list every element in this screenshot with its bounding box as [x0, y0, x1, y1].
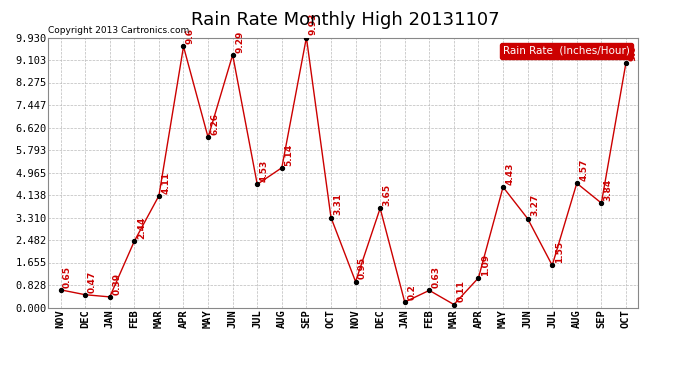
Text: 1.09: 1.09	[481, 254, 490, 276]
Text: 3.31: 3.31	[333, 193, 342, 215]
Text: 5.14: 5.14	[284, 143, 293, 166]
Point	[203, 134, 214, 140]
Text: 9.6: 9.6	[186, 28, 195, 44]
Point	[400, 299, 411, 305]
Text: 1.55: 1.55	[555, 241, 564, 263]
Point	[301, 34, 312, 40]
Point	[129, 238, 140, 244]
Text: 4.11: 4.11	[161, 171, 170, 194]
Point	[276, 165, 287, 171]
Point	[252, 182, 263, 188]
Point	[326, 214, 337, 220]
Point	[153, 193, 164, 199]
Point	[424, 287, 435, 293]
Point	[546, 262, 558, 268]
Text: 9.29: 9.29	[235, 30, 244, 53]
Point	[448, 302, 460, 307]
Text: Copyright 2013 Cartronics.com: Copyright 2013 Cartronics.com	[48, 26, 190, 35]
Point	[375, 205, 386, 211]
Point	[571, 180, 582, 186]
Point	[473, 275, 484, 281]
Text: 0.63: 0.63	[432, 266, 441, 288]
Point	[620, 60, 631, 66]
Text: 0.47: 0.47	[88, 270, 97, 292]
Point	[79, 292, 90, 298]
Point	[55, 287, 66, 293]
Text: 0.65: 0.65	[63, 266, 72, 288]
Legend: Rain Rate  (Inches/Hour): Rain Rate (Inches/Hour)	[500, 43, 633, 59]
Text: 6.26: 6.26	[210, 113, 219, 135]
Text: 0.2: 0.2	[407, 284, 416, 300]
Text: 3.84: 3.84	[604, 178, 613, 201]
Point	[227, 52, 238, 58]
Point	[350, 279, 361, 285]
Text: 4.57: 4.57	[580, 159, 589, 181]
Text: 0.95: 0.95	[358, 257, 367, 279]
Point	[596, 200, 607, 206]
Point	[104, 294, 115, 300]
Text: 4.53: 4.53	[259, 160, 268, 182]
Point	[178, 44, 189, 50]
Text: 9.93: 9.93	[309, 13, 318, 35]
Text: 4.43: 4.43	[506, 162, 515, 185]
Point	[522, 216, 533, 222]
Text: 3.27: 3.27	[530, 194, 539, 216]
Text: 9.0: 9.0	[629, 45, 638, 61]
Text: 0.39: 0.39	[112, 273, 121, 295]
Point	[497, 184, 509, 190]
Text: Rain Rate Monthly High 20131107: Rain Rate Monthly High 20131107	[190, 11, 500, 29]
Text: 2.44: 2.44	[137, 217, 146, 239]
Text: 0.11: 0.11	[456, 280, 465, 302]
Text: 3.65: 3.65	[382, 184, 392, 206]
